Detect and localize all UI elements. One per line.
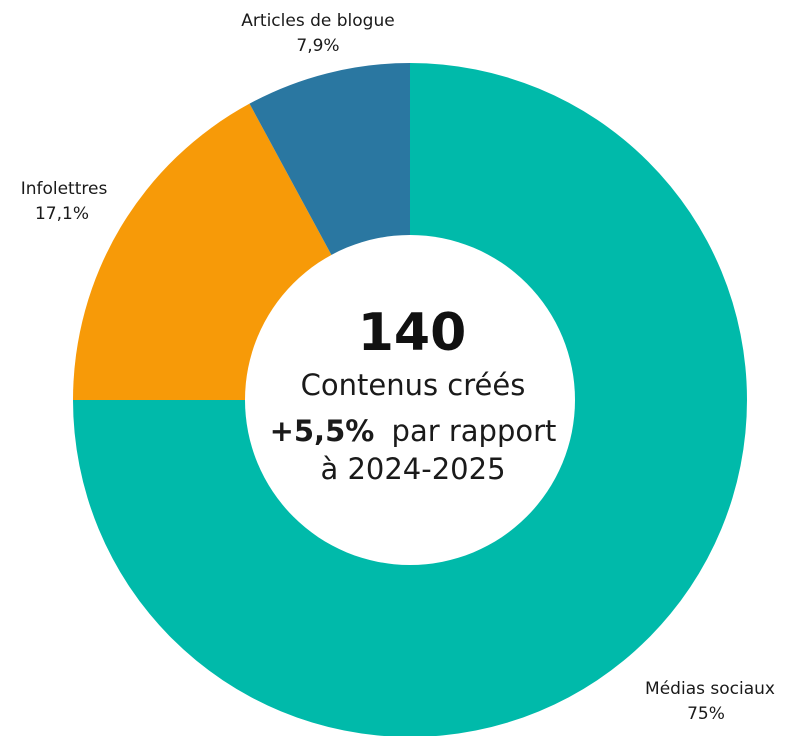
slice-value-articles-de-blogue: 7,9% [296, 36, 339, 56]
center-change-value: +5,5% [270, 414, 375, 448]
slice-value-medias-sociaux: 75% [687, 704, 725, 724]
center-change-line: +5,5% par rapport [270, 414, 557, 448]
center-change-text-1: par rapport [392, 414, 557, 448]
slice-medias-sociaux [73, 63, 747, 736]
donut-hole [245, 235, 575, 565]
slice-label-medias-sociaux: Médias sociaux [645, 679, 775, 699]
center-change-text-2: à 2024-2025 [320, 452, 505, 486]
center-label: Contenus créés [301, 368, 526, 402]
slice-label-articles-de-blogue: Articles de blogue [241, 11, 394, 31]
slice-label-infolettres: Infolettres [21, 179, 108, 199]
slice-value-infolettres: 17,1% [35, 204, 89, 224]
center-total: 140 [358, 303, 467, 363]
